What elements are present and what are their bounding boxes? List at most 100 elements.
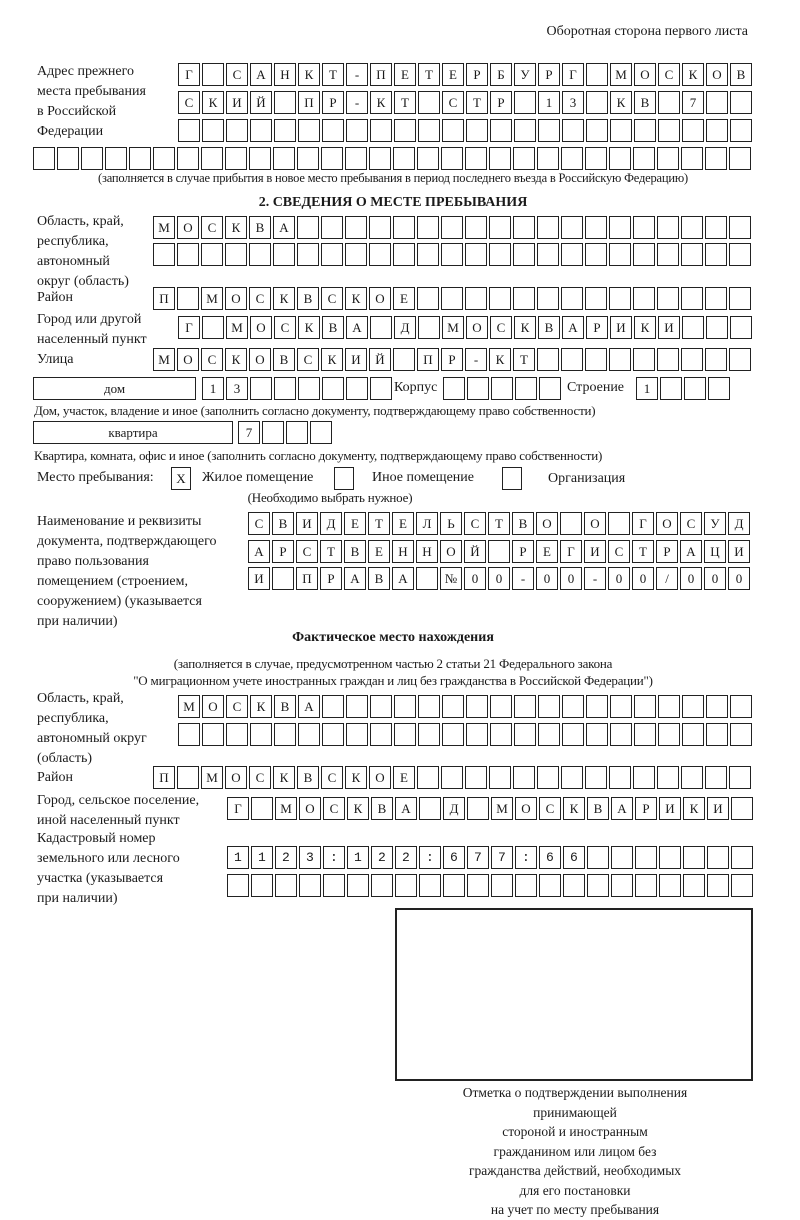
actual-region-row-2[interactable] xyxy=(178,723,754,746)
char-cell[interactable] xyxy=(635,846,657,869)
char-cell[interactable] xyxy=(251,797,273,820)
char-cell[interactable] xyxy=(298,119,320,142)
char-cell[interactable] xyxy=(706,316,728,339)
char-cell[interactable] xyxy=(658,91,680,114)
char-cell[interactable]: 1 xyxy=(538,91,560,114)
char-cell[interactable] xyxy=(226,723,248,746)
char-cell[interactable] xyxy=(563,846,585,869)
char-cell[interactable] xyxy=(250,377,272,400)
char-cell[interactable] xyxy=(681,243,703,266)
char-cell[interactable] xyxy=(633,216,655,239)
char-cell[interactable] xyxy=(491,377,513,400)
char-cell[interactable] xyxy=(418,723,440,746)
char-cell[interactable]: К xyxy=(514,316,536,339)
char-cell[interactable]: - xyxy=(512,567,534,590)
char-cell[interactable] xyxy=(346,377,368,400)
char-cell[interactable] xyxy=(705,147,727,170)
char-cell[interactable] xyxy=(369,147,391,170)
char-cell[interactable] xyxy=(370,377,392,400)
char-cell[interactable] xyxy=(539,874,561,897)
char-cell[interactable] xyxy=(608,512,630,535)
char-cell[interactable] xyxy=(705,243,727,266)
char-cell[interactable]: Ц xyxy=(704,540,726,563)
char-cell[interactable]: Р xyxy=(441,348,463,371)
char-cell[interactable] xyxy=(441,243,463,266)
char-cell[interactable] xyxy=(369,243,391,266)
char-cell[interactable] xyxy=(275,874,297,897)
apartment-type-field[interactable]: квартира xyxy=(33,421,233,444)
char-cell[interactable]: И xyxy=(226,91,248,114)
char-cell[interactable] xyxy=(465,216,487,239)
char-cell[interactable] xyxy=(585,216,607,239)
char-cell[interactable] xyxy=(177,287,199,310)
char-cell[interactable]: Т xyxy=(513,348,535,371)
char-cell[interactable]: И xyxy=(707,797,729,820)
char-cell[interactable] xyxy=(562,119,584,142)
char-cell[interactable]: И xyxy=(345,348,367,371)
char-cell[interactable] xyxy=(273,147,295,170)
char-cell[interactable]: С xyxy=(226,695,248,718)
char-cell[interactable]: Е xyxy=(344,512,366,535)
char-cell[interactable]: 7 xyxy=(682,91,704,114)
char-cell[interactable]: Т xyxy=(418,63,440,86)
char-cell[interactable]: В xyxy=(371,797,393,820)
char-cell[interactable]: П xyxy=(296,567,318,590)
stay-option-residential-checkbox[interactable]: X xyxy=(171,467,191,490)
char-cell[interactable]: С xyxy=(274,316,296,339)
char-cell[interactable]: Н xyxy=(416,540,438,563)
char-cell[interactable]: В xyxy=(512,512,534,535)
char-cell[interactable]: П xyxy=(153,766,175,789)
char-cell[interactable] xyxy=(586,63,608,86)
char-cell[interactable] xyxy=(560,512,582,535)
char-cell[interactable] xyxy=(537,243,559,266)
char-cell[interactable] xyxy=(514,695,536,718)
char-cell[interactable]: О xyxy=(440,540,462,563)
char-cell[interactable] xyxy=(609,766,631,789)
char-cell[interactable] xyxy=(323,874,345,897)
char-cell[interactable] xyxy=(490,695,512,718)
char-cell[interactable] xyxy=(441,147,463,170)
char-cell[interactable]: О xyxy=(202,695,224,718)
house-type-field[interactable]: дом xyxy=(33,377,196,400)
char-cell[interactable]: А xyxy=(344,567,366,590)
char-cell[interactable]: Д xyxy=(443,797,465,820)
char-cell[interactable]: № xyxy=(440,567,462,590)
char-cell[interactable] xyxy=(562,695,584,718)
char-cell[interactable] xyxy=(706,723,728,746)
char-cell[interactable]: С xyxy=(226,63,248,86)
char-cell[interactable]: К xyxy=(202,91,224,114)
char-cell[interactable] xyxy=(659,846,681,869)
char-cell[interactable] xyxy=(251,874,273,897)
char-cell[interactable]: Т xyxy=(632,540,654,563)
char-cell[interactable]: Л xyxy=(416,512,438,535)
char-cell[interactable] xyxy=(419,797,441,820)
char-cell[interactable] xyxy=(153,243,175,266)
char-cell[interactable]: К xyxy=(273,287,295,310)
char-cell[interactable]: С xyxy=(464,512,486,535)
char-cell[interactable] xyxy=(274,91,296,114)
char-cell[interactable] xyxy=(251,846,273,869)
building-field[interactable] xyxy=(443,377,563,400)
char-cell[interactable]: М xyxy=(153,348,175,371)
char-cell[interactable] xyxy=(585,348,607,371)
char-cell[interactable] xyxy=(561,147,583,170)
char-cell[interactable] xyxy=(515,846,537,869)
char-cell[interactable] xyxy=(347,846,369,869)
char-cell[interactable] xyxy=(563,874,585,897)
char-cell[interactable] xyxy=(81,147,103,170)
char-cell[interactable]: П xyxy=(417,348,439,371)
char-cell[interactable] xyxy=(610,119,632,142)
char-cell[interactable] xyxy=(537,348,559,371)
char-cell[interactable] xyxy=(322,723,344,746)
char-cell[interactable]: 7 xyxy=(238,421,260,444)
char-cell[interactable] xyxy=(489,243,511,266)
char-cell[interactable] xyxy=(657,147,679,170)
char-cell[interactable]: К xyxy=(347,797,369,820)
char-cell[interactable]: А xyxy=(250,63,272,86)
char-cell[interactable] xyxy=(513,766,535,789)
char-cell[interactable] xyxy=(395,874,417,897)
apartment-number-field[interactable]: 7 xyxy=(238,421,334,444)
char-cell[interactable] xyxy=(658,695,680,718)
